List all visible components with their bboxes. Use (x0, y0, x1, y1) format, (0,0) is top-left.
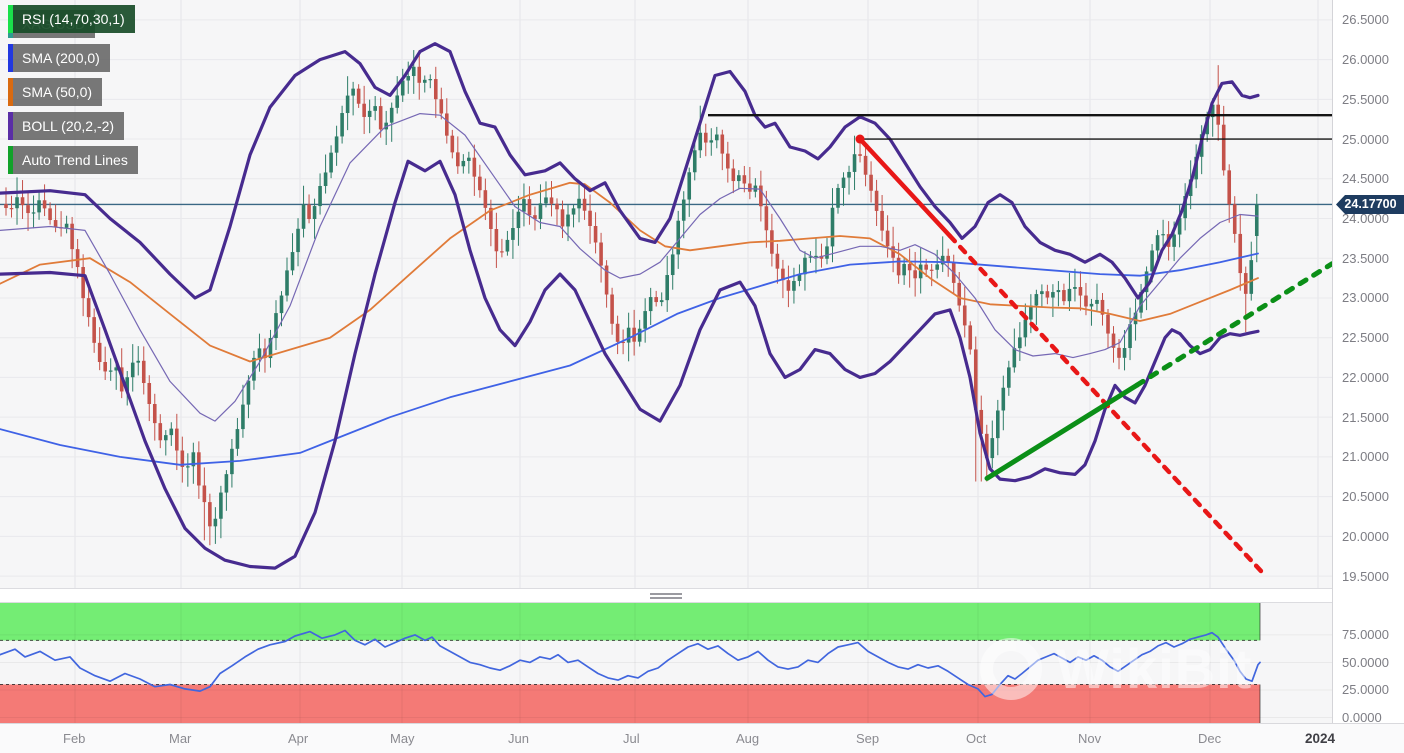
panel-divider-band (0, 588, 1332, 603)
price-tick-label: 21.5000 (1342, 409, 1389, 425)
price-tick-label: 23.5000 (1342, 250, 1389, 266)
year-label: 2024 (1305, 731, 1336, 746)
month-label: Oct (966, 731, 987, 746)
rsi-tick-label: 75.0000 (1342, 627, 1389, 643)
price-tick-label: 25.5000 (1342, 91, 1389, 107)
price-tick-label: 23.0000 (1342, 290, 1389, 306)
trendlines-color-bar (8, 146, 13, 174)
price-tick-label: 22.5000 (1342, 330, 1389, 346)
legend-chip-trendlines[interactable]: Auto Trend Lines (8, 146, 138, 174)
legend-chip-sma50[interactable]: SMA (50,0) (8, 78, 103, 106)
month-label: May (390, 731, 415, 746)
rsi-indicator-panel[interactable] (0, 603, 1332, 723)
price-tick-label: 24.0000 (1342, 211, 1389, 226)
month-label: Dec (1198, 731, 1222, 746)
month-label: Jun (508, 731, 529, 746)
price-tick-label: 19.5000 (1342, 568, 1389, 584)
legend-chip-rsi[interactable]: RSI (14,70,30,1) (8, 5, 135, 33)
price-axis[interactable]: 24.17700 26.5000 26.0000 25.5000 25.0000 24.… (1332, 0, 1404, 725)
month-label: Feb (63, 731, 86, 746)
price-tick-label: 22.0000 (1342, 369, 1389, 385)
month-label: Apr (288, 731, 309, 746)
legend-chip-sma200[interactable]: SMA (200,0) (8, 44, 110, 72)
month-label: Nov (1078, 731, 1102, 746)
boll-color-bar (8, 112, 13, 140)
panel-resize-handle[interactable] (650, 591, 682, 600)
price-tick-label: 26.5000 (1342, 12, 1389, 28)
month-label: Jul (623, 731, 640, 746)
price-tick-label: 21.0000 (1342, 449, 1389, 465)
price-tick-label: 20.0000 (1342, 528, 1389, 544)
rsi-tick-label: 0.0000 (1342, 709, 1382, 725)
price-tick-label: 24.5000 (1342, 171, 1389, 187)
month-label: Aug (736, 731, 760, 746)
month-label: Sep (856, 731, 880, 746)
boll-label: BOLL (20,2,-2) (22, 118, 115, 134)
rsi-tick-label: 25.0000 (1342, 682, 1389, 698)
price-tick-label: 26.0000 (1342, 52, 1389, 68)
sma50-color-bar (8, 78, 13, 106)
indicator-legend: XAG/USD SMA (200,0) SMA (50,0) BOLL (20,… (8, 10, 138, 174)
price-tick-label: 25.0000 (1342, 131, 1389, 147)
sma50-label: SMA (50,0) (22, 84, 93, 100)
rsi-color-bar (8, 5, 13, 33)
trendlines-label: Auto Trend Lines (22, 152, 128, 168)
current-price-badge: 24.17700 (1336, 194, 1404, 214)
sma200-label: SMA (200,0) (22, 50, 100, 66)
rsi-label: RSI (14,70,30,1) (22, 11, 125, 27)
sma200-color-bar (8, 44, 13, 72)
main-price-chart[interactable] (0, 0, 1332, 588)
time-axis[interactable]: 2024 Feb Mar Apr May Jun Jul Aug Sep Oct Nov Dec (0, 723, 1404, 753)
legend-chip-boll[interactable]: BOLL (20,2,-2) (8, 112, 125, 140)
price-tick-label: 20.5000 (1342, 489, 1389, 505)
rsi-tick-label: 50.0000 (1342, 654, 1389, 670)
month-label: Mar (169, 731, 192, 746)
